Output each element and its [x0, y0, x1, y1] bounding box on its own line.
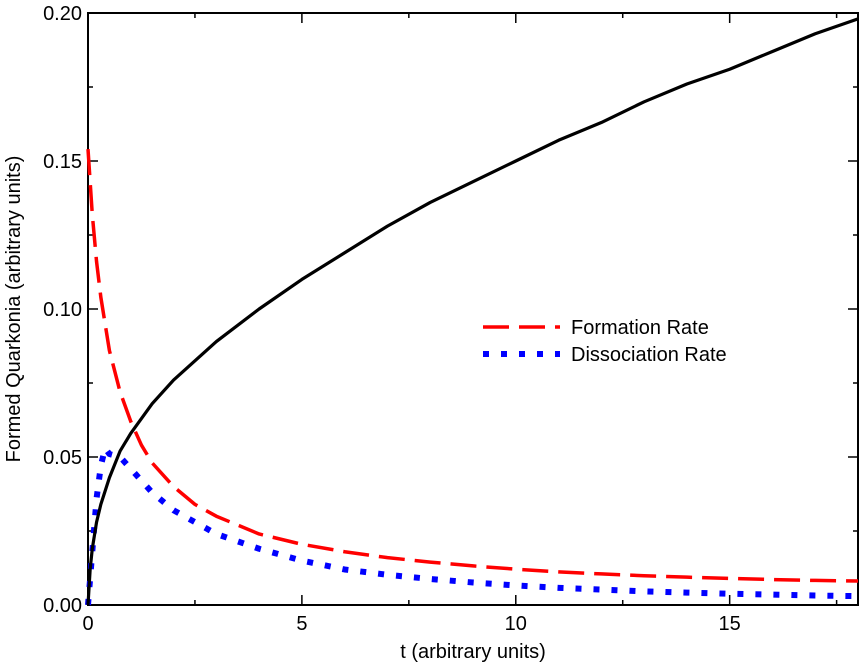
y-tick-label: 0.00 — [43, 595, 82, 617]
legend-label-formation-rate: Formation Rate — [571, 317, 709, 339]
legend-label-dissociation-rate: Dissociation Rate — [571, 344, 727, 366]
x-tick-label: 15 — [719, 613, 741, 635]
y-tick-label: 0.15 — [43, 151, 82, 173]
x-tick-label: 0 — [82, 613, 93, 635]
y-tick-label: 0.05 — [43, 447, 82, 469]
series-line-formation-rate — [86, 149, 859, 583]
x-tick-label: 10 — [505, 613, 527, 635]
y-axis-title: Formed Quarkonia (arbitrary units) — [3, 156, 25, 463]
x-tick-label: 5 — [296, 613, 307, 635]
series-line-formed-quarkonia — [86, 17, 859, 606]
y-tick-label: 0.10 — [43, 299, 82, 321]
x-axis-title: t (arbitrary units) — [400, 641, 546, 663]
axis-ticks: 0 5 10 15 0.00 0.05 0.10 0.15 0.20 — [43, 3, 858, 635]
series-layer — [85, 17, 859, 606]
legend: Formation Rate Dissociation Rate — [483, 317, 727, 366]
series-line-dissociation-rate — [85, 445, 859, 606]
y-tick-label: 0.20 — [43, 3, 82, 25]
plot-frame — [87, 12, 859, 606]
